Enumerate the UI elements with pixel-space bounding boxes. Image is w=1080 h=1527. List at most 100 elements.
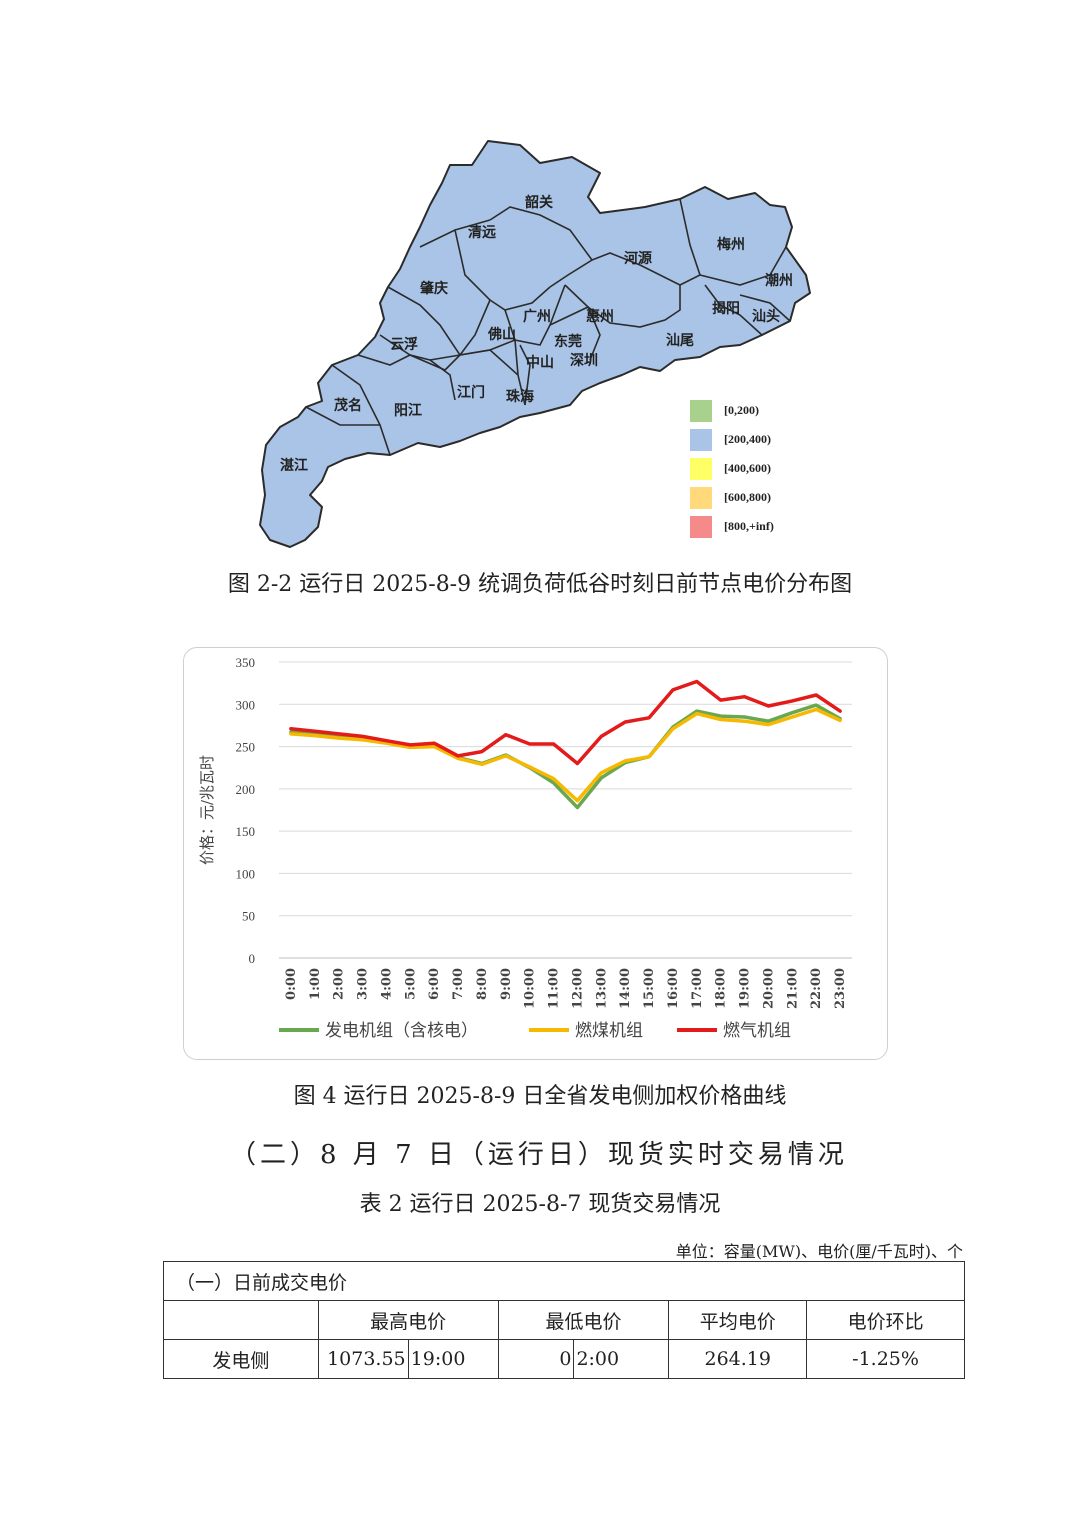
x-tick-label: 5:00 bbox=[403, 968, 418, 1000]
x-tick-label: 6:00 bbox=[427, 968, 442, 1000]
x-tick-label: 0:00 bbox=[284, 968, 299, 1000]
x-tick-label: 15:00 bbox=[642, 968, 657, 1009]
x-tick-label: 13:00 bbox=[594, 968, 609, 1009]
table-header: 平均电价 bbox=[668, 1300, 808, 1340]
region-borders bbox=[305, 198, 791, 456]
table-section-label: （一）日前成交电价 bbox=[163, 1261, 965, 1301]
ratio-cell: -1.25% bbox=[806, 1339, 965, 1379]
map-legend: [0,200) [200,400) [400,600) [600,800) [8… bbox=[690, 396, 774, 541]
price-line-chart: 0 50 100 150 200 250 300 350 0:00 1:00 2:00 3:00 4:0… bbox=[198, 655, 852, 1041]
y-tick-label: 0 bbox=[249, 951, 256, 966]
legend-item: [800,+inf) bbox=[690, 512, 774, 541]
map-label: 惠州 bbox=[586, 308, 614, 325]
legend-label: [400,600) bbox=[724, 461, 771, 475]
map-label: 中山 bbox=[526, 354, 554, 371]
table-header: 最高电价 bbox=[317, 1300, 499, 1340]
map-label: 江门 bbox=[457, 384, 485, 401]
series-line bbox=[289, 707, 842, 803]
legend-swatch bbox=[690, 399, 712, 422]
x-tick-label: 22:00 bbox=[809, 968, 824, 1009]
table-title: 表 2 运行日 2025-8-7 现货交易情况 bbox=[359, 1192, 721, 1217]
map-label: 云浮 bbox=[390, 336, 418, 353]
legend-label: 燃煤机组 bbox=[575, 1021, 643, 1041]
map-label: 广州 bbox=[523, 308, 551, 325]
legend-item: [600,800) bbox=[690, 483, 774, 512]
legend-item: [400,600) bbox=[690, 454, 774, 483]
x-tick-label: 1:00 bbox=[308, 968, 323, 1000]
price-chart-frame: 0 50 100 150 200 250 300 350 0:00 1:00 2:00 3:00 4:0… bbox=[183, 647, 888, 1060]
avg-price-cell: 264.19 bbox=[668, 1339, 808, 1379]
map-label: 梅州 bbox=[717, 236, 745, 253]
x-tick-label: 3:00 bbox=[356, 968, 371, 1000]
x-tick-label: 12:00 bbox=[570, 968, 585, 1009]
x-tick-label: 2:00 bbox=[332, 968, 347, 1000]
table-header-empty bbox=[163, 1300, 319, 1340]
x-tick-label: 4:00 bbox=[379, 968, 394, 1000]
y-tick-label: 350 bbox=[236, 655, 256, 670]
map-label: 河源 bbox=[624, 250, 652, 267]
series-line bbox=[289, 703, 842, 810]
x-tick-label: 8:00 bbox=[475, 968, 490, 1000]
y-tick-label: 50 bbox=[242, 909, 255, 924]
map-label: 汕尾 bbox=[666, 332, 694, 349]
legend-item: [200,400) bbox=[690, 425, 774, 454]
map-label: 清远 bbox=[468, 224, 496, 241]
trade-table: （一）日前成交电价 最高电价 最低电价 平均电价 电价环比 发电侧 1073.5… bbox=[163, 1261, 965, 1379]
unit-note: 单位：容量(MW)、电价(厘/千瓦时)、个 bbox=[675, 1242, 963, 1261]
table-header-row: 最高电价 最低电价 平均电价 电价环比 bbox=[163, 1300, 965, 1340]
map-labels: 韶关 清远 河源 梅州 潮州 肇庆 广州 惠州 揭阳 汕头 佛山 东莞 云浮 深… bbox=[280, 194, 793, 474]
x-tick-label: 23:00 bbox=[833, 968, 848, 1009]
map-label: 韶关 bbox=[525, 194, 553, 211]
x-tick-label: 20:00 bbox=[761, 968, 776, 1009]
map-label: 汕头 bbox=[752, 308, 780, 325]
map-caption: 图 2-2 运行日 2025-8-9 统调负荷低谷时刻日前节点电价分布图 bbox=[227, 572, 853, 597]
x-tick-label: 17:00 bbox=[690, 968, 705, 1009]
chart-caption: 图 4 运行日 2025-8-9 日全省发电侧加权价格曲线 bbox=[293, 1084, 787, 1109]
min-time-cell: 2:00 bbox=[573, 1339, 670, 1379]
legend-label: [200,400) bbox=[724, 432, 771, 446]
legend-swatch bbox=[690, 486, 712, 509]
x-tick-label: 10:00 bbox=[523, 968, 538, 1009]
table-section-row: （一）日前成交电价 bbox=[163, 1261, 965, 1301]
y-tick-label: 150 bbox=[236, 824, 256, 839]
legend-swatch bbox=[690, 428, 712, 451]
legend-label: [800,+inf) bbox=[724, 519, 774, 533]
map-label: 茂名 bbox=[334, 397, 362, 414]
guangdong-price-map: 韶关 清远 河源 梅州 潮州 肇庆 广州 惠州 揭阳 汕头 佛山 东莞 云浮 深… bbox=[259, 140, 811, 548]
map-label: 湛江 bbox=[280, 457, 308, 474]
map-label: 潮州 bbox=[765, 272, 793, 289]
y-tick-label: 250 bbox=[236, 740, 256, 755]
x-tick-label: 21:00 bbox=[785, 968, 800, 1009]
map-label: 佛山 bbox=[487, 326, 516, 343]
legend-label: 发电机组（含核电） bbox=[325, 1021, 478, 1041]
x-tick-label: 18:00 bbox=[714, 968, 729, 1009]
legend-swatch bbox=[690, 515, 712, 538]
x-tick-label: 19:00 bbox=[738, 968, 753, 1009]
max-time-cell: 19:00 bbox=[407, 1339, 499, 1379]
legend-item: [0,200) bbox=[690, 396, 774, 425]
table-header: 最低电价 bbox=[497, 1300, 670, 1340]
map-label: 东莞 bbox=[554, 333, 582, 350]
x-tick-label: 14:00 bbox=[618, 968, 633, 1009]
x-tick-label: 9:00 bbox=[499, 968, 514, 1000]
y-tick-label: 200 bbox=[236, 782, 256, 797]
legend-swatch bbox=[690, 457, 712, 480]
legend-label: [600,800) bbox=[724, 490, 771, 504]
y-axis-label: 价格：元/兆瓦时 bbox=[198, 755, 216, 865]
series-line bbox=[289, 679, 842, 766]
map-label: 肇庆 bbox=[420, 280, 448, 297]
y-tick-label: 100 bbox=[236, 866, 256, 881]
x-tick-label: 11:00 bbox=[547, 968, 562, 1009]
legend-label: 燃气机组 bbox=[723, 1021, 791, 1041]
row-label: 发电侧 bbox=[163, 1339, 319, 1379]
map-label: 珠海 bbox=[506, 388, 534, 405]
table-header: 电价环比 bbox=[806, 1300, 965, 1340]
max-price-cell: 1073.55 bbox=[317, 1339, 409, 1379]
x-tick-label: 7:00 bbox=[451, 968, 466, 1000]
map-label: 揭阳 bbox=[712, 300, 740, 317]
y-tick-label: 300 bbox=[236, 697, 256, 712]
map-label: 深圳 bbox=[570, 352, 598, 369]
section-title: （二）8 月 7 日（运行日）现货实时交易情况 bbox=[230, 1140, 848, 1170]
table-row: 发电侧 1073.55 19:00 0 2:00 264.19 -1.25% bbox=[163, 1339, 965, 1379]
x-tick-label: 16:00 bbox=[666, 968, 681, 1009]
